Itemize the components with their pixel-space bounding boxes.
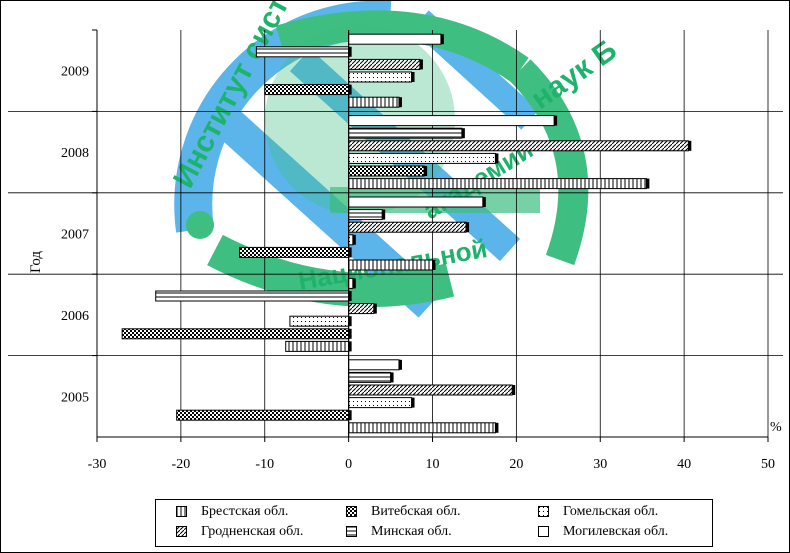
bar-horizontal-lines — [155, 290, 350, 302]
bar-dots — [348, 71, 413, 83]
legend-swatch — [346, 506, 357, 518]
bar-none — [348, 277, 354, 289]
x-axis-label: % — [770, 420, 782, 435]
bar-vertical-lines — [348, 178, 647, 190]
legend-swatch — [176, 526, 187, 538]
x-tick-label: 40 — [677, 457, 691, 472]
legend-item: Могилевская обл. — [538, 524, 668, 540]
bar-horizontal-lines — [348, 127, 463, 139]
x-tick-label: -20 — [172, 457, 191, 472]
y-tick-label: 2007 — [61, 228, 89, 243]
bar-checker — [264, 84, 350, 96]
legend-label: Гродненская обл. — [201, 524, 304, 539]
legend-label: Минская обл. — [371, 524, 452, 539]
x-tick-label: 30 — [593, 457, 607, 472]
bar-checker — [348, 165, 425, 177]
bar-vertical-lines — [285, 340, 350, 352]
bar-horizontal-lines — [348, 209, 383, 221]
legend-swatch — [538, 526, 549, 538]
bar-horizontal-lines — [255, 46, 350, 58]
legend-label: Витебская обл. — [371, 504, 461, 519]
bar-diagonal-lines — [348, 58, 421, 70]
bar-dots — [348, 234, 354, 246]
y-tick-label: 2008 — [61, 146, 89, 161]
y-tick-label: 2009 — [61, 65, 89, 80]
bar-checker — [239, 246, 350, 258]
bar-dots — [348, 397, 413, 409]
y-tick-label: 2005 — [61, 390, 89, 405]
legend-swatch — [538, 506, 549, 518]
x-tick-label: 20 — [509, 457, 523, 472]
bar-shadow — [351, 234, 356, 245]
bar-vertical-lines — [348, 422, 496, 434]
bar-diagonal-lines — [348, 303, 375, 315]
x-tick-label: 0 — [345, 457, 352, 472]
legend-label: Брестская обл. — [201, 504, 289, 519]
y-tick-label: 2006 — [61, 309, 89, 324]
bar-dots — [348, 152, 496, 164]
y-axis-label: Год — [28, 251, 44, 273]
bar-checker — [121, 328, 350, 340]
bar-diagonal-lines — [348, 221, 467, 233]
x-tick-label: -10 — [255, 457, 274, 472]
legend-item: Минская обл. — [346, 524, 452, 540]
legend: Брестская обл. Витебская обл. Гомельская о… — [155, 499, 713, 547]
legend-item: Брестская обл. — [176, 504, 288, 520]
bar-shadow — [351, 278, 356, 289]
legend-item: Гродненская обл. — [176, 524, 303, 540]
x-tick-label: 50 — [761, 457, 775, 472]
bar-horizontal-lines — [348, 371, 392, 383]
bar-none — [348, 115, 555, 127]
bar-vertical-lines — [348, 259, 433, 271]
bar-diagonal-lines — [348, 140, 689, 152]
x-tick-label: -30 — [88, 457, 107, 472]
bar-none — [348, 196, 484, 208]
legend-label: Могилевская обл. — [563, 524, 669, 539]
bar-diagonal-lines — [348, 384, 513, 396]
axes: -30 -20 -10 0 10 20 30 40 50 2005 2006 2007 2008 2009 — [61, 29, 775, 472]
x-tick-label: 10 — [426, 457, 440, 472]
bar-dots — [289, 315, 350, 327]
bar-vertical-lines — [348, 96, 400, 108]
legend-swatch — [346, 526, 357, 538]
bar-none — [348, 359, 400, 371]
legend-swatch — [176, 506, 187, 518]
bar-checker — [176, 409, 350, 421]
legend-item: Гомельская обл. — [538, 504, 658, 520]
legend-item: Витебская обл. — [346, 504, 461, 520]
bar-none — [348, 33, 442, 45]
bars — [121, 33, 692, 434]
legend-label: Гомельская обл. — [563, 504, 659, 519]
